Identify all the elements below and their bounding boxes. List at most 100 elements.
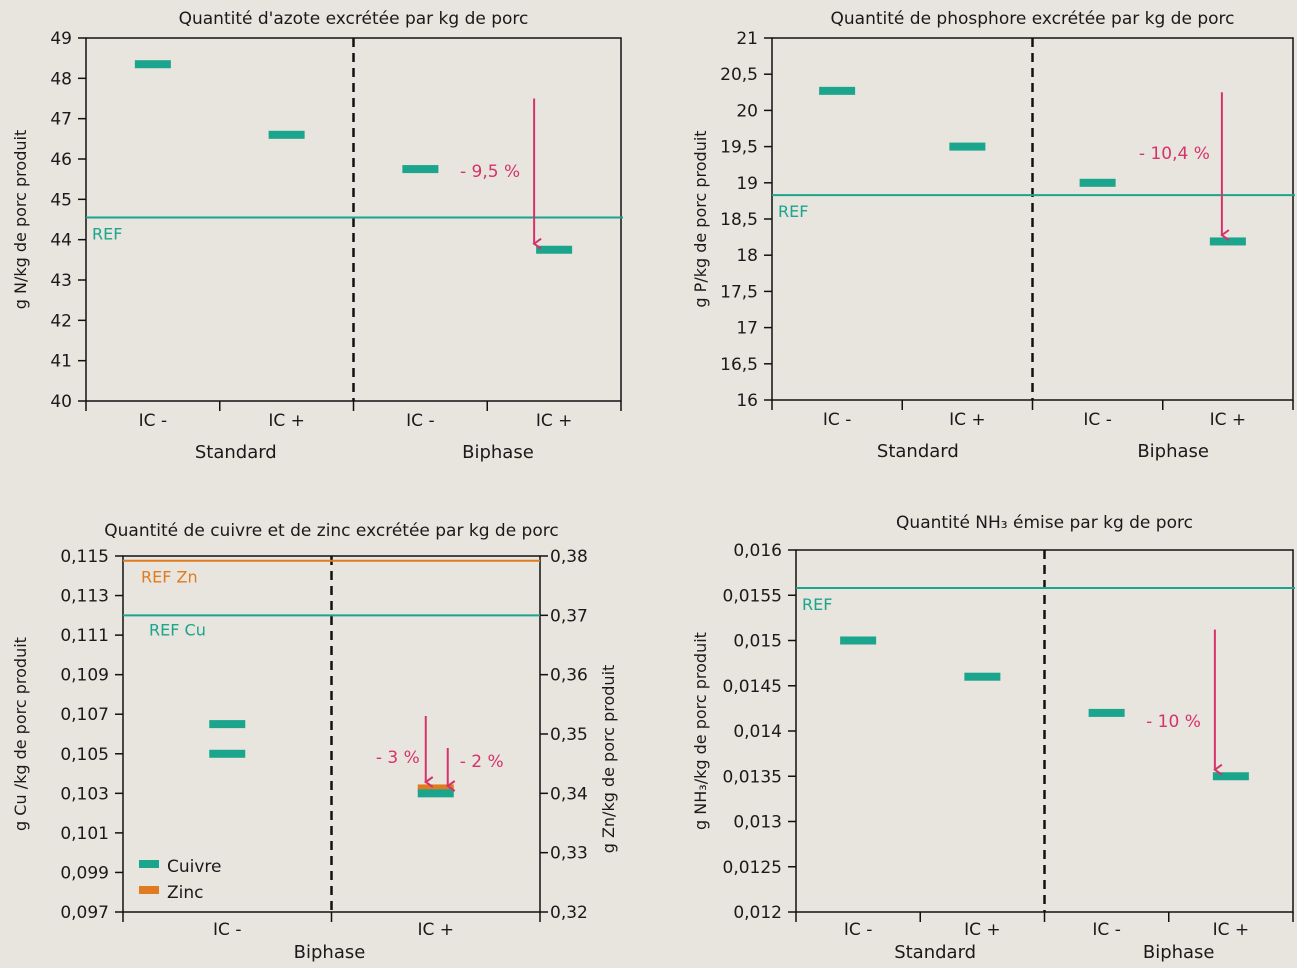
chart-title: Quantité de phosphore excrétée par kg de… <box>831 9 1235 29</box>
x-tick-label: IC - <box>1092 920 1120 940</box>
data-bar-marker <box>1088 708 1125 717</box>
y-tick-label: 47 <box>50 110 72 130</box>
group-label: Biphase <box>1143 942 1215 963</box>
ref-label: REF <box>802 595 832 614</box>
y2-axis-label: g Zn/kg de porc produit <box>599 665 618 854</box>
x-tick-label: IC + <box>964 920 1001 940</box>
y-tick-label: 43 <box>50 271 72 291</box>
y-tick-label: 0,0145 <box>723 677 782 697</box>
x-tick-label: IC - <box>139 411 167 431</box>
y-tick-label: 48 <box>50 69 72 89</box>
y-tick-label: 21 <box>736 29 758 49</box>
y-tick-label: 45 <box>50 190 72 210</box>
data-bar-marker <box>536 245 573 254</box>
data-bar-marker <box>134 60 171 69</box>
chart-panel-3: g Cu /kg de porc produit g Zn/kg de porc … <box>11 555 618 922</box>
cuivre-marker <box>209 720 246 729</box>
group-label: Biphase <box>462 442 534 463</box>
y-tick-label: 19 <box>736 174 758 194</box>
y-axis-label: g Cu /kg de porc produit <box>11 637 30 831</box>
y-tick-label: 20 <box>736 101 758 121</box>
reduction-annotation: - 10,4 % <box>1139 144 1210 164</box>
ref-cu-label: REF Cu <box>149 620 206 639</box>
y-tick-label: 46 <box>50 150 72 170</box>
group-label: Biphase <box>1137 441 1209 462</box>
y-tick-label: 0,013 <box>733 813 782 833</box>
y-tick-label: 0,0155 <box>723 586 782 606</box>
y-tick-label: 0,014 <box>733 722 782 742</box>
y-tick-label: 0,0135 <box>723 767 782 787</box>
group-label: Biphase <box>294 942 366 963</box>
chart-title: Quantité de cuivre et de zinc excrétée p… <box>104 521 558 541</box>
y-tick-label: 0,103 <box>60 784 109 804</box>
y-tick-label: 0,0125 <box>723 858 782 878</box>
legend-label-cuivre: Cuivre <box>167 857 222 877</box>
y-tick-label: 17 <box>736 319 758 339</box>
data-bar-marker <box>1212 772 1249 781</box>
y-tick-label: 0,101 <box>60 824 109 844</box>
chart-panel-4: g NH₃/kg de porc produit <box>691 549 1295 922</box>
reduction-annotation: - 10 % <box>1146 712 1201 732</box>
x-tick-label: IC + <box>417 920 454 940</box>
y-tick-label: 18 <box>736 246 758 266</box>
data-bar-marker <box>1079 178 1116 187</box>
group-label: Standard <box>877 441 959 462</box>
x-tick-label: IC + <box>536 411 573 431</box>
y-tick-label: 16 <box>736 391 758 411</box>
x-tick-label: IC - <box>213 920 241 940</box>
cuivre-marker <box>417 789 454 798</box>
y-tick-label: 0,012 <box>733 903 782 923</box>
y2-tick-label: 0,36 <box>550 666 588 686</box>
reduction-annotation: - 3 % <box>376 748 420 768</box>
y-axis-label: g NH₃/kg de porc produit <box>691 632 710 830</box>
cuivre-marker <box>209 749 246 758</box>
data-bar-marker <box>819 86 856 95</box>
y2-tick-label: 0,35 <box>550 725 588 745</box>
ref-zn-label: REF Zn <box>141 568 198 587</box>
data-bar-marker <box>949 142 986 151</box>
reduction-annotation: - 9,5 % <box>460 162 520 182</box>
zinc-marker <box>417 784 454 793</box>
x-tick-label: IC - <box>1083 410 1111 430</box>
chart-title: Quantité NH₃ émise par kg de porc <box>896 513 1193 533</box>
x-tick-label: IC + <box>1213 920 1250 940</box>
y2-tick-label: 0,38 <box>550 547 588 567</box>
legend-swatch-zinc <box>139 886 159 894</box>
y2-tick-label: 0,33 <box>550 844 588 864</box>
y2-tick-label: 0,37 <box>550 606 588 626</box>
y-tick-label: 0,097 <box>60 903 109 923</box>
x-tick-label: IC + <box>949 410 986 430</box>
chart-title: Quantité d'azote excrétée par kg de porc <box>179 9 529 29</box>
y-tick-label: 0,016 <box>733 541 782 561</box>
data-bar-marker <box>964 672 1001 681</box>
y-tick-label: 42 <box>50 311 72 331</box>
y-tick-label: 0,105 <box>60 745 109 765</box>
y2-tick-label: 0,32 <box>550 903 588 923</box>
legend-label-zinc: Zinc <box>167 883 204 903</box>
y-tick-label: 18,5 <box>720 210 758 230</box>
reduction-annotation: - 2 % <box>460 752 504 772</box>
y2-tick-label: 0,34 <box>550 784 588 804</box>
y-tick-label: 0,113 <box>60 587 109 607</box>
y-tick-label: 49 <box>50 29 72 49</box>
y-axis-label: g N/kg de porc produit <box>11 130 30 309</box>
x-tick-label: IC + <box>1210 410 1247 430</box>
y-tick-label: 40 <box>50 392 72 412</box>
chart-panel-1: g N/kg de porc produit <box>11 37 623 411</box>
group-label: Standard <box>195 442 277 463</box>
data-bar-marker <box>268 130 305 139</box>
y-tick-label: 41 <box>50 352 72 372</box>
x-tick-label: IC + <box>268 411 305 431</box>
y-tick-label: 16,5 <box>720 355 758 375</box>
y-tick-label: 20,5 <box>720 65 758 85</box>
x-tick-label: IC - <box>844 920 872 940</box>
y-tick-label: 0,109 <box>60 666 109 686</box>
data-bar-marker <box>402 165 439 174</box>
legend-swatch-cuivre <box>139 860 159 868</box>
y-tick-label: 0,099 <box>60 863 109 883</box>
chart-panel-2: g P/kg de porc produit <box>691 37 1295 410</box>
data-bar-marker <box>840 636 877 645</box>
y-axis-label: g P/kg de porc produit <box>691 130 710 307</box>
ref-label: REF <box>778 202 808 221</box>
